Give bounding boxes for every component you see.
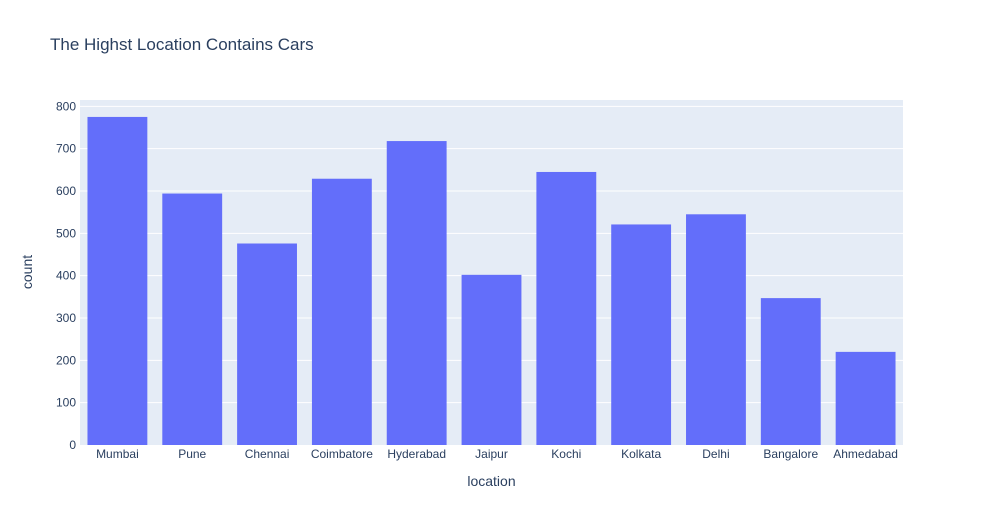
y-tick-label: 800 xyxy=(56,99,76,113)
chart-title: The Highst Location Contains Cars xyxy=(50,35,314,54)
bar-bangalore[interactable] xyxy=(760,298,821,445)
x-tick-label: Pune xyxy=(178,447,206,461)
y-tick-label: 500 xyxy=(56,226,76,240)
x-tick-label: Delhi xyxy=(702,447,729,461)
y-tick-label: 300 xyxy=(56,311,76,325)
x-axis-title: location xyxy=(467,473,515,489)
x-axis-ticks: Mumbai Pune Chennai Coimbatore Hyderabad Jaip… xyxy=(96,447,898,461)
y-tick-label: 100 xyxy=(56,396,76,410)
y-tick-label: 700 xyxy=(56,142,76,156)
x-tick-label: Jaipur xyxy=(475,447,508,461)
bar-ahmedabad[interactable] xyxy=(835,351,896,445)
bar-coimbatore[interactable] xyxy=(311,178,372,445)
y-axis-ticks: 0 100 200 300 400 500 600 700 800 xyxy=(56,99,76,452)
y-tick-label: 600 xyxy=(56,184,76,198)
x-tick-label: Hyderabad xyxy=(387,447,446,461)
x-tick-label: Chennai xyxy=(245,447,290,461)
y-tick-label: 200 xyxy=(56,353,76,367)
bar-jaipur[interactable] xyxy=(461,274,522,445)
x-tick-label: Kochi xyxy=(551,447,581,461)
bar-chennai[interactable] xyxy=(237,243,297,445)
bar-mumbai[interactable] xyxy=(87,116,148,445)
x-tick-label: Mumbai xyxy=(96,447,139,461)
bars xyxy=(87,116,896,446)
y-axis-title: count xyxy=(19,255,35,289)
y-tick-label: 400 xyxy=(56,269,76,283)
x-tick-label: Coimbatore xyxy=(311,447,373,461)
bar-kochi[interactable] xyxy=(536,171,597,445)
bar-kolkata[interactable] xyxy=(611,224,672,445)
x-tick-label: Kolkata xyxy=(621,447,661,461)
x-tick-label: Ahmedabad xyxy=(833,447,898,461)
x-tick-label: Bangalore xyxy=(763,447,818,461)
bar-pune[interactable] xyxy=(162,193,223,445)
bar-delhi[interactable] xyxy=(686,214,746,445)
y-tick-label: 0 xyxy=(69,438,76,452)
bar-hyderabad[interactable] xyxy=(386,141,447,446)
